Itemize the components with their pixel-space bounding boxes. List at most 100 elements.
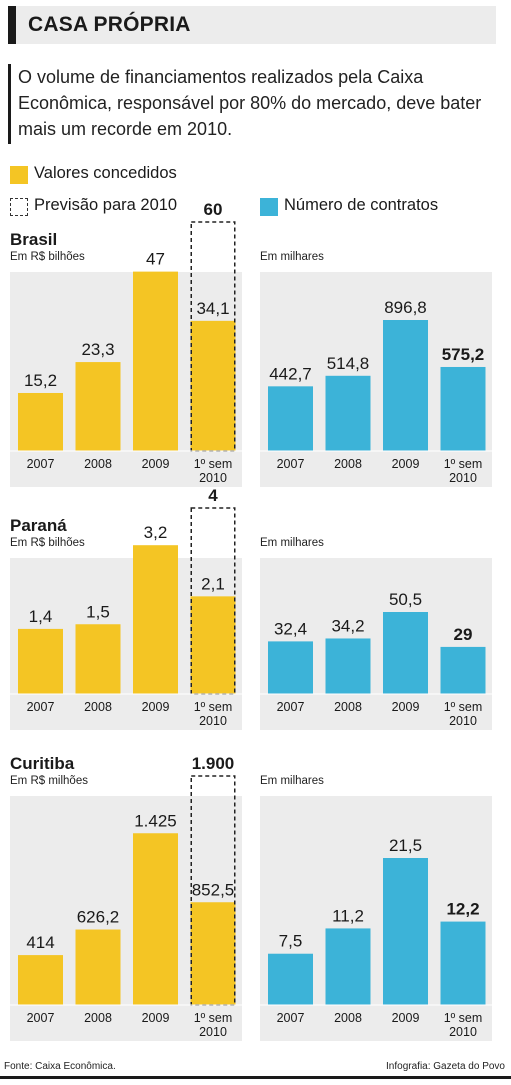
chart-svg: 32,4 34,2 50,5 29 2007 2008 2009 1º sem 2010 [260, 590, 492, 728]
region-title-parana: Paraná [10, 516, 67, 535]
data-label: 47 [146, 250, 165, 269]
data-label: 896,8 [384, 298, 427, 317]
chart-brasil-values: 15,2 23,3 47 34,1 60 2007 2008 2009 1º sem 2010 [10, 200, 242, 487]
unit-label-parana-values: Em R$ bilhões [10, 537, 85, 549]
tick-label: 2008 [334, 457, 362, 471]
region-title-curitiba: Curitiba [10, 754, 75, 773]
tick-label: 2007 [27, 457, 55, 471]
tick-label: 1º sem 2010 [444, 700, 483, 728]
forecast-bar [190, 507, 236, 695]
data-label: 23,3 [81, 340, 114, 359]
chart-svg: 1,4 1,5 3,2 2,1 4 2007 2008 2009 1º sem 2010 [10, 486, 242, 728]
legend-label-forecast: Previsão para 2010 [34, 196, 178, 214]
chart-curitiba-values: 414 626,2 1.425 852,5 1.900 2007 2008 2009 1º se… [10, 754, 242, 1041]
bar [440, 646, 486, 694]
tick-label: 2009 [142, 1011, 170, 1025]
tick-label: 2008 [84, 700, 112, 714]
tick-label: 2009 [392, 457, 420, 471]
footer-credit: Infografia: Gazeta do Povo [386, 1061, 505, 1072]
data-label: 7,5 [279, 932, 303, 951]
intro-rule [8, 64, 11, 144]
chart-svg: 414 626,2 1.425 852,5 1.900 2007 2008 2009 1º se… [10, 754, 242, 1039]
data-label: 15,2 [24, 371, 57, 390]
bar [440, 921, 486, 1005]
legend-label-values: Valores concedidos [34, 164, 177, 182]
data-label: 626,2 [77, 908, 120, 927]
bar [268, 386, 313, 451]
tick-label: 2007 [277, 700, 305, 714]
data-label: 3,2 [144, 523, 168, 542]
bar [190, 596, 236, 694]
bar [440, 366, 486, 451]
chart-parana-contracts: 32,4 34,2 50,5 29 2007 2008 2009 1º sem 2010 [260, 558, 492, 730]
bar [268, 953, 313, 1005]
legend-swatch-forecast [10, 198, 28, 216]
data-label: 514,8 [327, 354, 370, 373]
chart-curitiba-contracts: 7,5 11,2 21,5 12,2 2007 2008 2009 1º sem 2010 [260, 796, 492, 1041]
bar [325, 375, 371, 451]
bar [18, 628, 63, 694]
bottom-rule [0, 1076, 511, 1079]
data-label: 1,5 [86, 602, 110, 621]
bar [383, 612, 428, 694]
unit-label-parana-contracts: Em milhares [260, 537, 324, 549]
page-title: CASA PRÓPRIA [28, 13, 191, 36]
bar [190, 320, 236, 451]
data-label: 852,5 [192, 880, 235, 899]
data-label: 12,2 [446, 900, 479, 919]
unit-label-curitiba-contracts: Em milhares [260, 775, 324, 787]
chart-parana-values: 1,4 1,5 3,2 2,1 4 2007 2008 2009 1º sem 2010 [10, 486, 242, 730]
tick-label: 2009 [392, 1011, 420, 1025]
forecast-label: 4 [208, 486, 218, 505]
bar [133, 271, 178, 451]
region-title-brasil: Brasil [10, 230, 58, 249]
tick-label: 2007 [27, 700, 55, 714]
tick-label: 2009 [392, 700, 420, 714]
bar [75, 929, 121, 1005]
intro-text: O volume de financiamentos realizados pe… [18, 67, 482, 139]
legend-swatch-values [10, 166, 28, 184]
header-bar: CASA PRÓPRIA [8, 6, 496, 44]
data-label: 2,1 [201, 574, 225, 593]
bar [18, 955, 63, 1005]
data-label: 34,2 [331, 616, 364, 635]
tick-label: 2008 [334, 1011, 362, 1025]
tick-label: 1º sem 2010 [194, 1011, 233, 1039]
footer-source: Fonte: Caixa Econômica. [4, 1061, 116, 1072]
chart-svg: 15,2 23,3 47 34,1 60 2007 2008 2009 1º sem 2010 [10, 200, 242, 485]
chart-brasil-contracts: 442,7 514,8 896,8 575,2 2007 2008 2009 1º sem 20… [260, 272, 492, 487]
bar [268, 641, 313, 694]
data-label: 34,1 [196, 299, 229, 318]
legend-label-contracts: Número de contratos [284, 196, 439, 214]
unit-label-brasil-values: Em R$ bilhões [10, 251, 85, 263]
tick-label: 2008 [84, 457, 112, 471]
bar [75, 624, 121, 694]
data-label: 575,2 [442, 345, 485, 364]
data-label: 50,5 [389, 590, 422, 609]
bar [133, 545, 178, 694]
unit-label-curitiba-values: Em R$ milhões [10, 775, 88, 787]
bar [18, 392, 63, 451]
tick-label: 1º sem 2010 [444, 457, 483, 485]
bar [325, 928, 371, 1005]
data-label: 414 [26, 933, 54, 952]
forecast-label: 60 [204, 200, 223, 219]
data-label: 11,2 [332, 906, 364, 925]
tick-label: 2007 [277, 1011, 305, 1025]
chart-svg: 442,7 514,8 896,8 575,2 2007 2008 2009 1º sem 20… [260, 298, 492, 485]
bar [325, 638, 371, 694]
tick-label: 2009 [142, 457, 170, 471]
data-label: 32,4 [274, 619, 307, 638]
tick-label: 2009 [142, 700, 170, 714]
bar [190, 902, 236, 1005]
chart-svg: 7,5 11,2 21,5 12,2 2007 2008 2009 1º sem 2010 [260, 836, 492, 1039]
data-label: 1.425 [134, 811, 177, 830]
tick-label: 2008 [334, 700, 362, 714]
bar [75, 362, 121, 451]
data-label: 1,4 [29, 607, 53, 626]
tick-label: 1º sem 2010 [194, 700, 233, 728]
unit-label-brasil-contracts: Em milhares [260, 251, 324, 263]
data-label: 21,5 [389, 836, 422, 855]
tick-label: 1º sem 2010 [194, 457, 233, 485]
tick-label: 1º sem 2010 [444, 1011, 483, 1039]
